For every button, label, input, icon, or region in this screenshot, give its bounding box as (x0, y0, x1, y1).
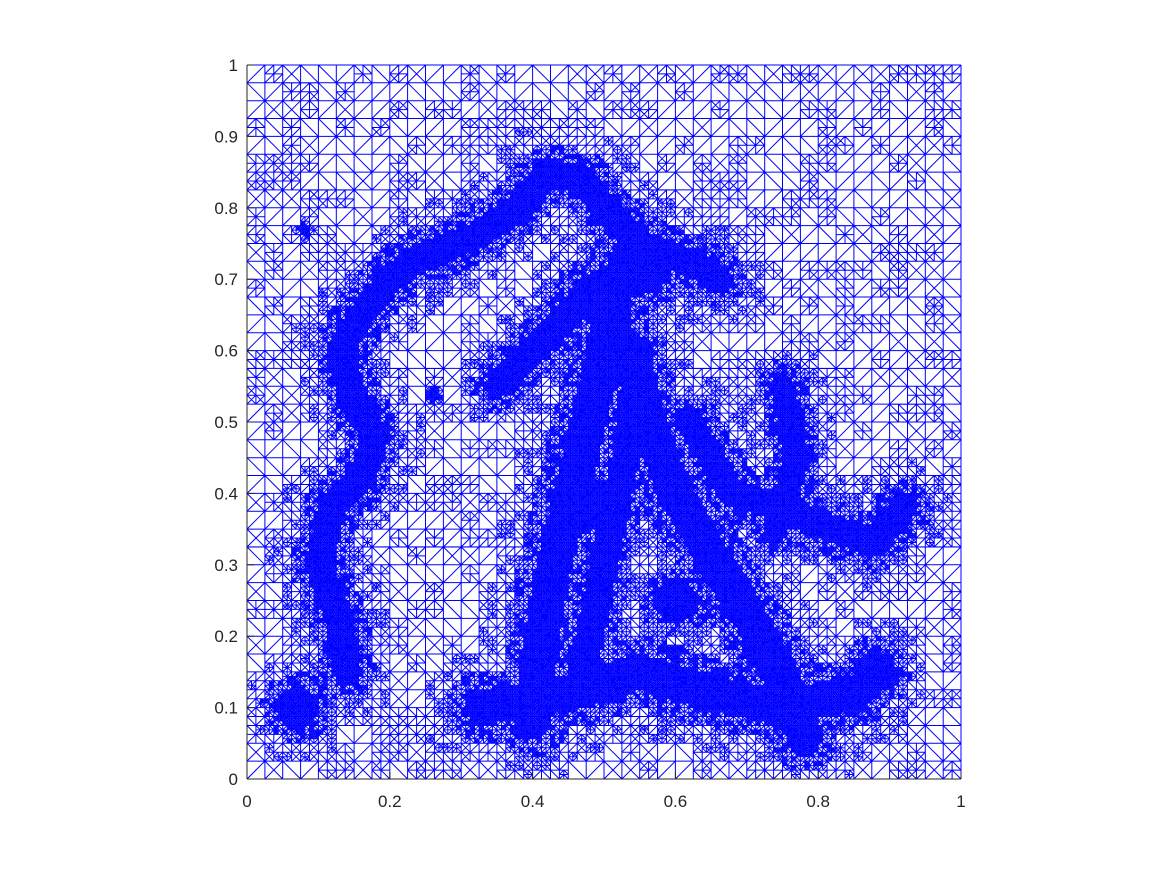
x-axis-tick-label: 0.2 (378, 792, 402, 811)
y-axis-tick-label: 0.3 (214, 556, 238, 575)
x-axis-tick-label: 1 (956, 792, 965, 811)
y-axis-tick-label: 0.1 (214, 699, 238, 718)
triangular-mesh (246, 64, 962, 780)
x-axis-tick-labels: 0 0.2 0.4 0.6 0.8 1 (242, 792, 965, 811)
y-axis-tick-label: 0 (229, 770, 238, 789)
y-axis-tick-label: 0.7 (214, 270, 238, 289)
y-axis-tick-label: 0.4 (214, 484, 238, 503)
axes (246, 64, 962, 780)
y-axis-tick-label: 1 (229, 56, 238, 75)
x-axis-tick-label: 0.4 (521, 792, 545, 811)
y-axis-tick-label: 0.2 (214, 627, 238, 646)
mesh-lines (246, 64, 962, 780)
y-axis-tick-labels: 0 0.1 0.2 0.3 0.4 0.5 0.6 0.7 0.8 0.9 1 (214, 56, 238, 789)
y-axis-tick-label: 0.8 (214, 199, 238, 218)
y-axis-tick-label: 0.5 (214, 413, 238, 432)
x-axis-tick-label: 0 (242, 792, 251, 811)
y-axis-tick-label: 0.6 (214, 342, 238, 361)
x-axis-tick-label: 0.6 (664, 792, 688, 811)
y-axis-tick-label: 0.9 (214, 127, 238, 146)
x-axis-tick-label: 0.8 (806, 792, 830, 811)
